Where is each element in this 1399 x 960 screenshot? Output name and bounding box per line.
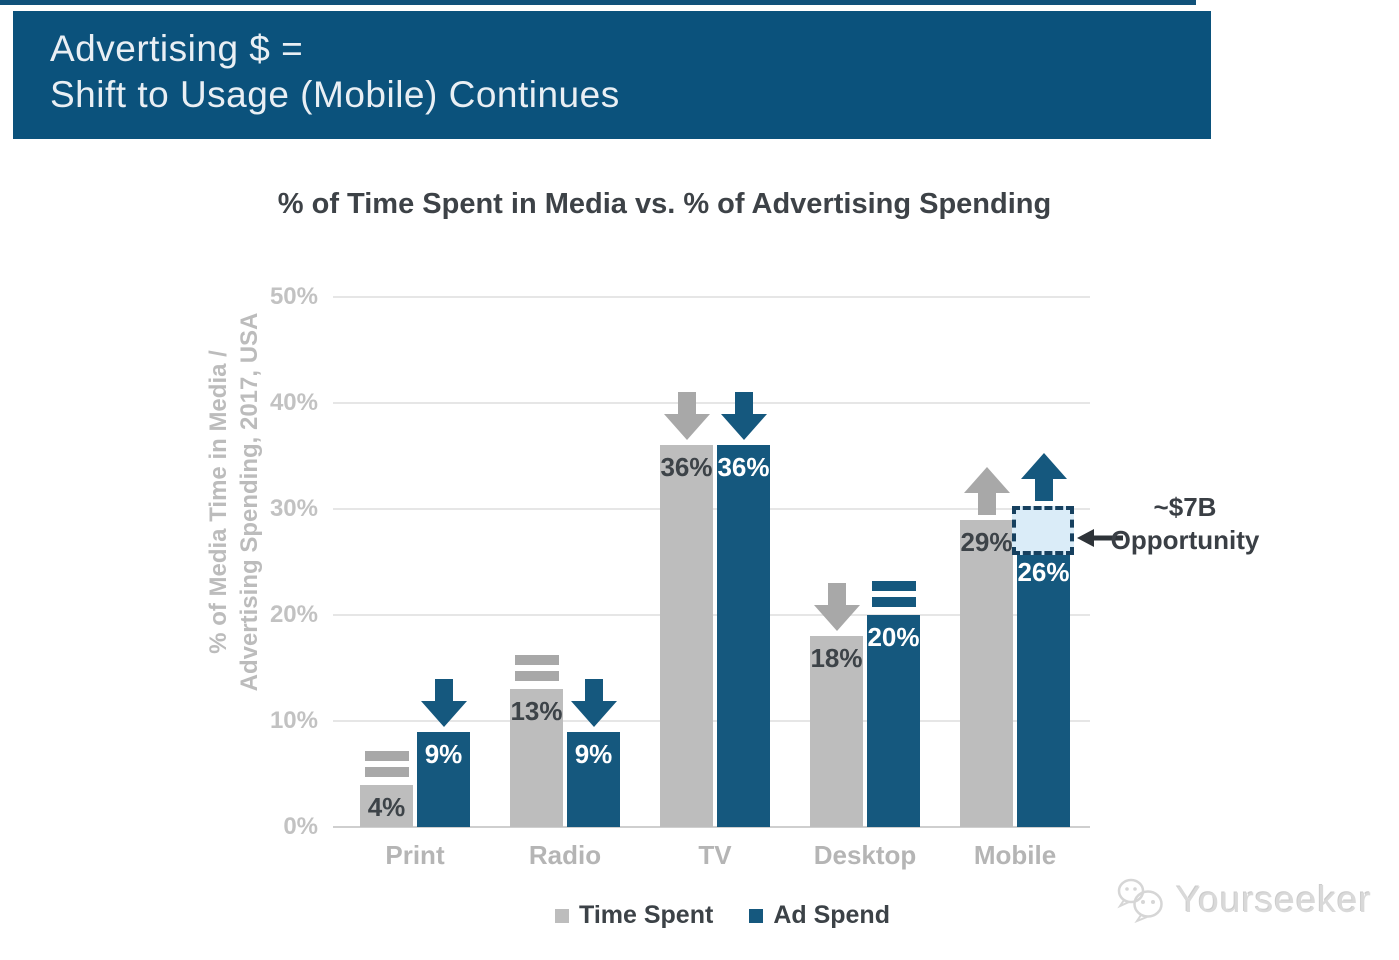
arrow-down-icon: [813, 583, 860, 632]
opportunity-box: [1012, 505, 1074, 556]
y-tick-label-40%: 40%: [269, 389, 318, 416]
gridline-50%: [333, 296, 1090, 298]
equals-icon: [514, 655, 560, 682]
watermark-text: Yourseeker: [1176, 879, 1372, 920]
y-tick-label-10%: 10%: [269, 707, 318, 734]
legend: Time Spent Ad Spend: [0, 901, 1399, 930]
annotation-text-line1: ~$7B: [1153, 492, 1217, 522]
x-category-label-tv: TV: [698, 840, 732, 870]
arrow-down-icon: [570, 678, 617, 727]
legend-item-ad-spend: Ad Spend: [749, 901, 890, 930]
value-label-ad-spend-radio: 9%: [574, 738, 613, 769]
bar-time-spent-print: [360, 784, 413, 827]
bar-ad-spend-mobile: [1017, 551, 1070, 827]
bar-time-spent-tv: [660, 445, 713, 827]
value-label-time-spent-print: 4%: [367, 791, 406, 822]
equals-icon: [871, 581, 917, 607]
value-label-ad-spend-mobile: 26%: [1017, 557, 1070, 588]
value-label-time-spent-desktop: 18%: [810, 643, 863, 674]
gridline-0%: [333, 826, 1090, 828]
arrow-up-icon: [1020, 452, 1067, 501]
value-label-ad-spend-desktop: 20%: [867, 622, 920, 652]
value-label-ad-spend-print: 9%: [424, 738, 463, 769]
banner-title-line1: Advertising $ =: [50, 28, 304, 69]
bar-time-spent-mobile: [960, 519, 1013, 827]
y-tick-label-30%: 30%: [269, 495, 318, 522]
arrow-down-icon: [663, 392, 710, 441]
bar-ad-spend-tv: [717, 445, 770, 827]
legend-item-time-spent: Time Spent: [555, 901, 713, 930]
arrow-down-icon: [720, 392, 767, 441]
chat-bubbles-icon: [1114, 876, 1168, 924]
x-category-label-print: Print: [385, 840, 445, 870]
arrow-up-icon: [963, 466, 1010, 515]
top-border-strip: [0, 0, 1196, 5]
bar-ad-spend-radio: [567, 731, 620, 827]
bar-ad-spend-desktop: [867, 615, 920, 827]
bar-time-spent-radio: [510, 689, 563, 827]
annotation-arrow-icon: [1077, 526, 1123, 550]
gridline-40%: [333, 402, 1090, 404]
bar-time-spent-desktop: [810, 636, 863, 827]
y-tick-label-20%: 20%: [269, 601, 318, 628]
x-category-label-desktop: Desktop: [813, 840, 917, 870]
legend-label: Ad Spend: [773, 901, 890, 929]
x-category-label-mobile: Mobile: [973, 840, 1057, 870]
banner-title-line2: Shift to Usage (Mobile) Continues: [50, 74, 620, 115]
equals-icon: [364, 750, 410, 777]
value-label-ad-spend-tv: 36%: [717, 452, 770, 483]
value-label-time-spent-radio: 13%: [510, 696, 563, 727]
arrow-down-icon: [420, 678, 467, 727]
x-category-label-radio: Radio: [528, 840, 602, 870]
annotation-text: ~$7B Opportunity: [1096, 491, 1274, 557]
y-tick-label-50%: 50%: [269, 283, 318, 310]
legend-swatch-icon: [555, 908, 570, 923]
value-label-time-spent-mobile: 29%: [960, 526, 1013, 557]
value-label-time-spent-tv: 36%: [660, 452, 713, 483]
bar-ad-spend-print: [417, 731, 470, 827]
legend-swatch-icon: [749, 908, 764, 923]
legend-label: Time Spent: [579, 901, 714, 929]
annotation-text-line2: Opportunity: [1110, 525, 1260, 555]
watermark: Yourseeker: [1114, 876, 1372, 924]
y-tick-label-0%: 0%: [283, 813, 318, 840]
slide-title-banner: Advertising $ = Shift to Usage (Mobile) …: [13, 11, 1211, 139]
chart-title: % of Time Spent in Media vs. % of Advert…: [277, 188, 1052, 220]
